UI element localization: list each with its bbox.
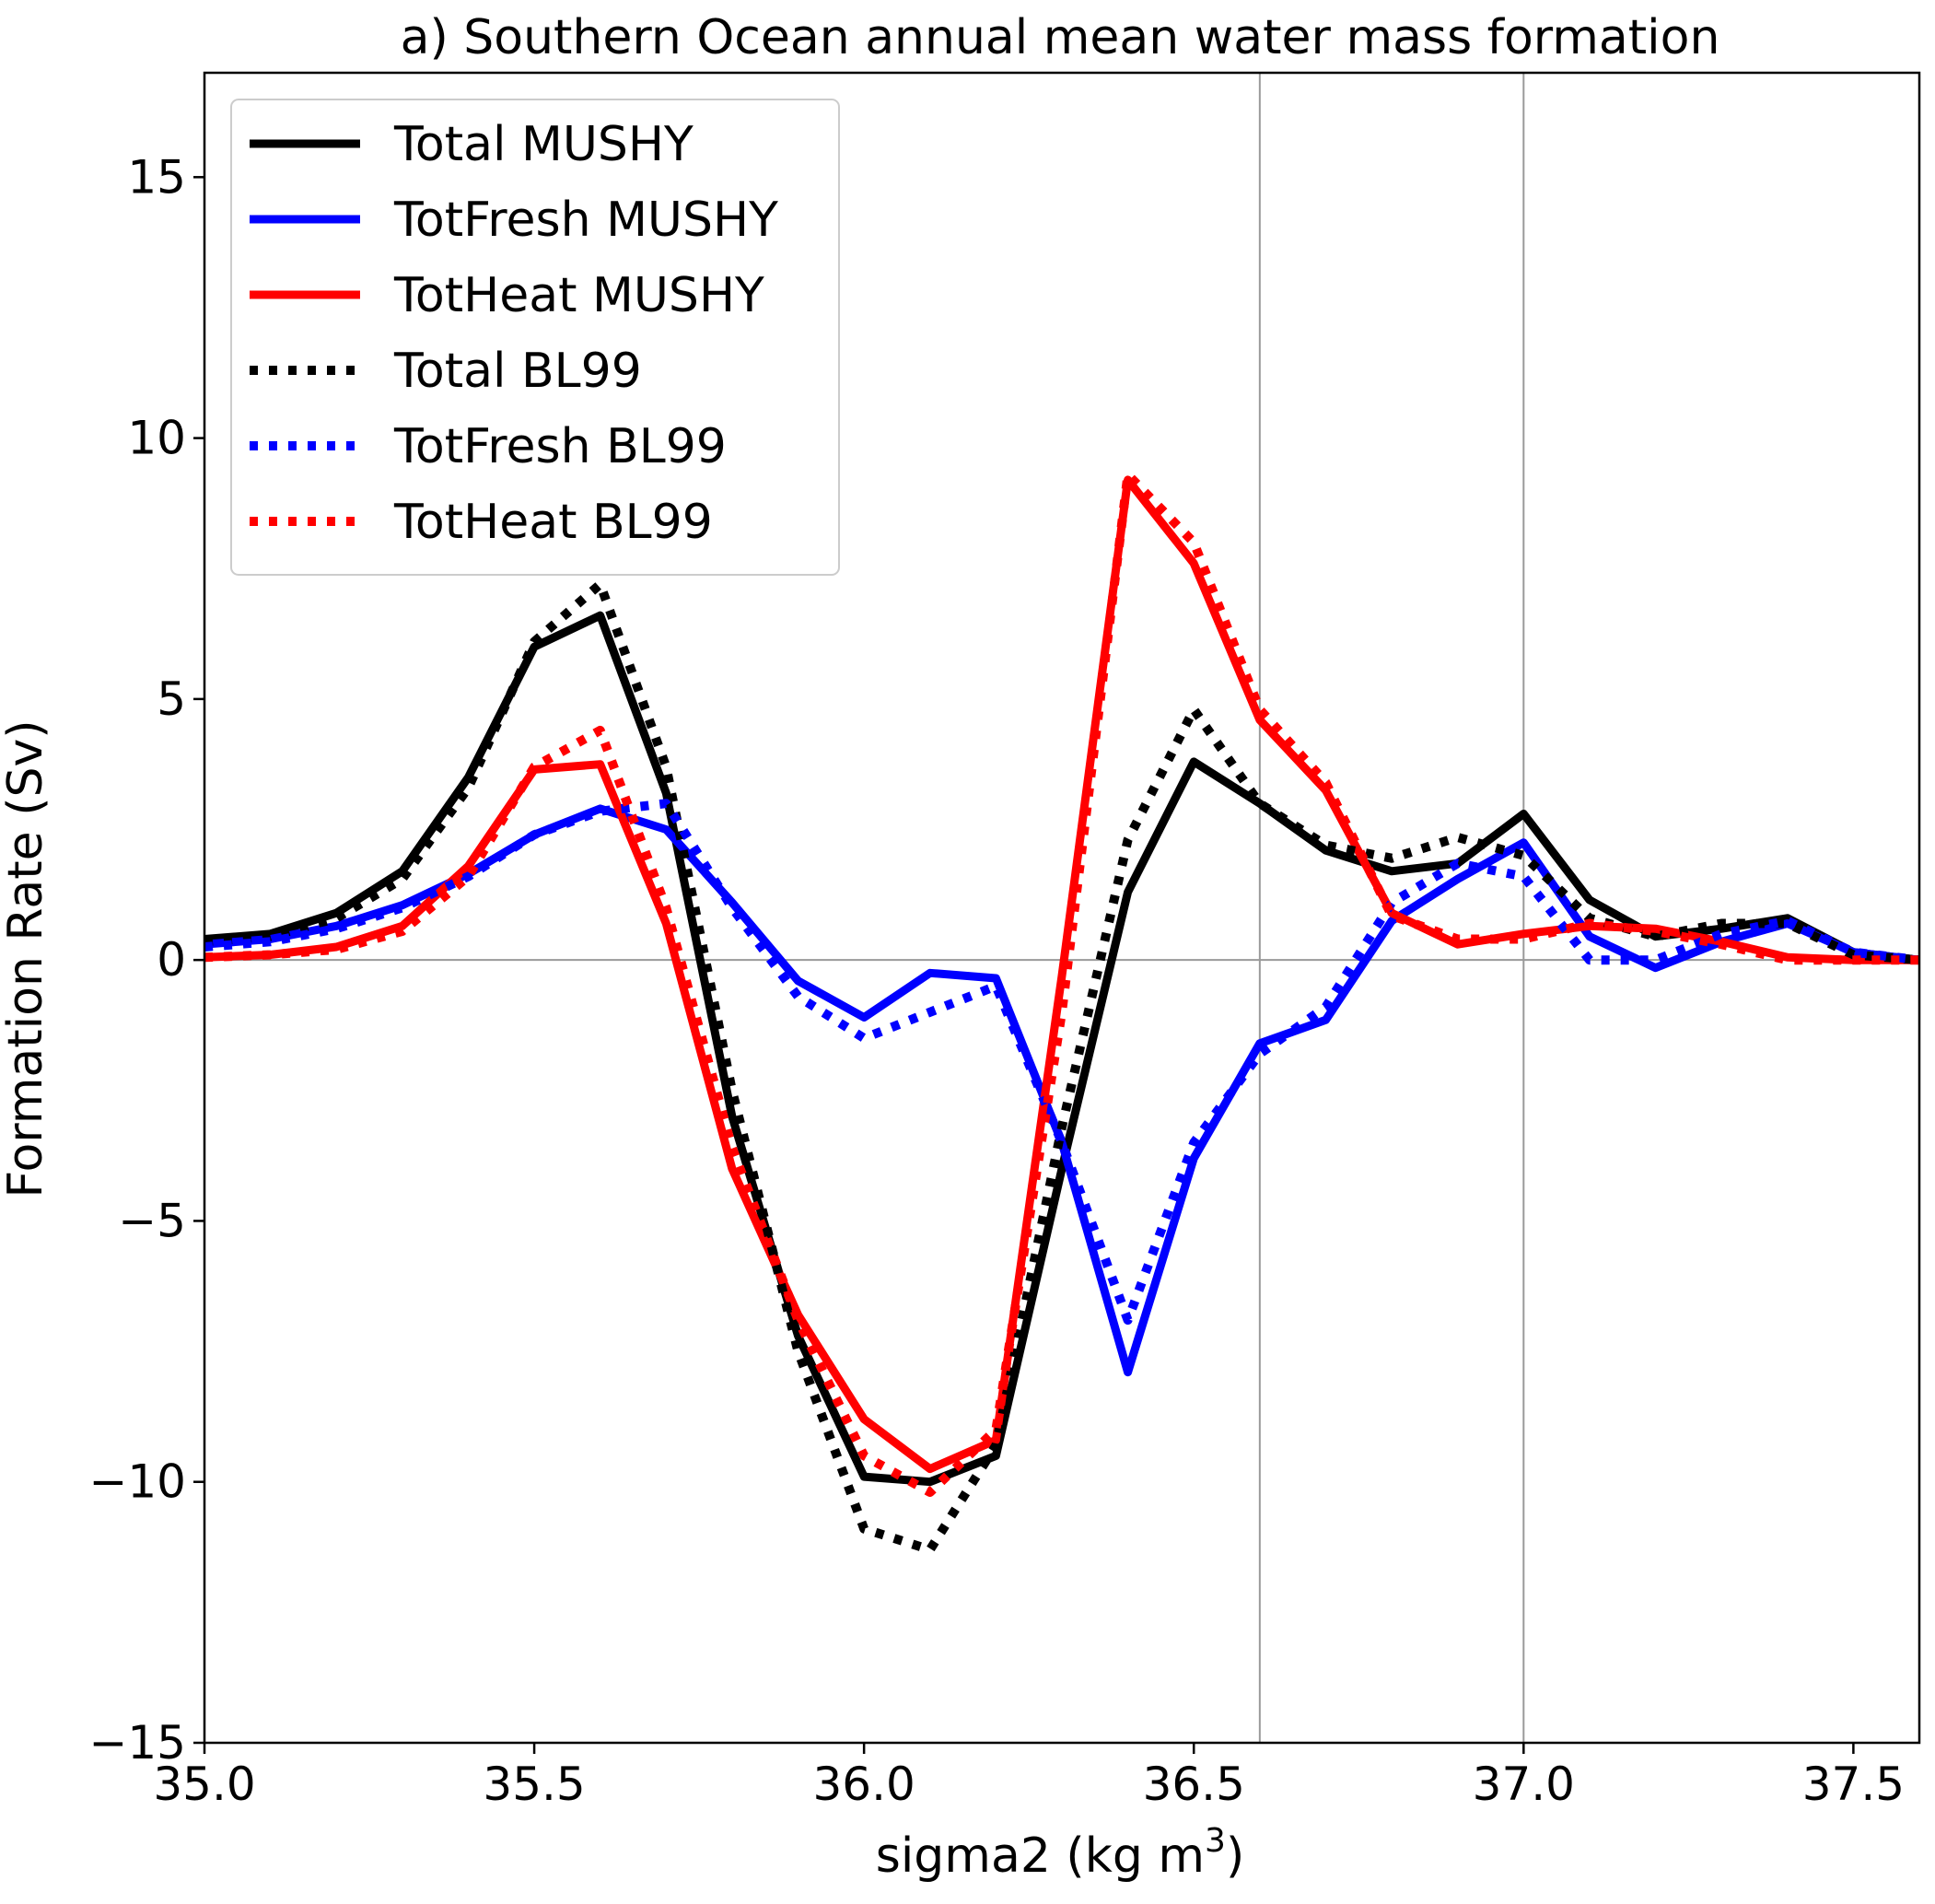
- y-tick-label: −5: [118, 1194, 186, 1247]
- series-line-3: [204, 475, 1919, 1474]
- legend-box: [230, 99, 840, 576]
- y-tick-label: 15: [127, 150, 186, 204]
- y-tick-label: 5: [157, 672, 186, 726]
- plot-frame: [203, 71, 1921, 1745]
- series-lines: [204, 470, 1920, 1555]
- y-tick-label: 10: [127, 412, 186, 465]
- x-tick-label: 36.5: [1143, 1758, 1245, 1811]
- x-tick-label: 35.0: [153, 1758, 255, 1811]
- x-tick-label: 36.0: [812, 1758, 915, 1811]
- series-line-4: [204, 579, 1920, 1555]
- x-axis-label: sigma2 (kg m3): [876, 1822, 1244, 1884]
- y-tick-label: 0: [157, 933, 186, 987]
- x-tick-label: 37.5: [1802, 1758, 1905, 1811]
- legend-label: TotFresh BL99: [393, 419, 727, 474]
- legend: Total MUSHY TotFresh MUSHY TotHeat MUSHY To…: [230, 99, 840, 576]
- legend-label: TotFresh MUSHY: [393, 193, 778, 248]
- legend-label: TotHeat BL99: [393, 495, 713, 550]
- legend-label: Total MUSHY: [393, 117, 694, 172]
- series-line-2: [204, 804, 1920, 1377]
- x-tick-label: 35.5: [483, 1758, 585, 1811]
- series-line-1: [204, 611, 1920, 1487]
- legend-label: TotHeat MUSHY: [393, 268, 764, 323]
- axes: 35.0 35.5 36.0 36.5 37.0 37.5 −15 −10 −5 0 5 10 15: [88, 71, 1921, 1811]
- series-line-6: [204, 470, 1919, 1497]
- x-tick-label: 37.0: [1473, 1758, 1575, 1811]
- legend-label: Total BL99: [393, 344, 642, 399]
- y-tick-label: −10: [88, 1455, 186, 1509]
- y-tick-label: −15: [88, 1716, 186, 1770]
- y-axis-label: Formation Rate (Sv): [0, 719, 53, 1197]
- chart-title: a) Southern Ocean annual mean water mass…: [401, 10, 1720, 65]
